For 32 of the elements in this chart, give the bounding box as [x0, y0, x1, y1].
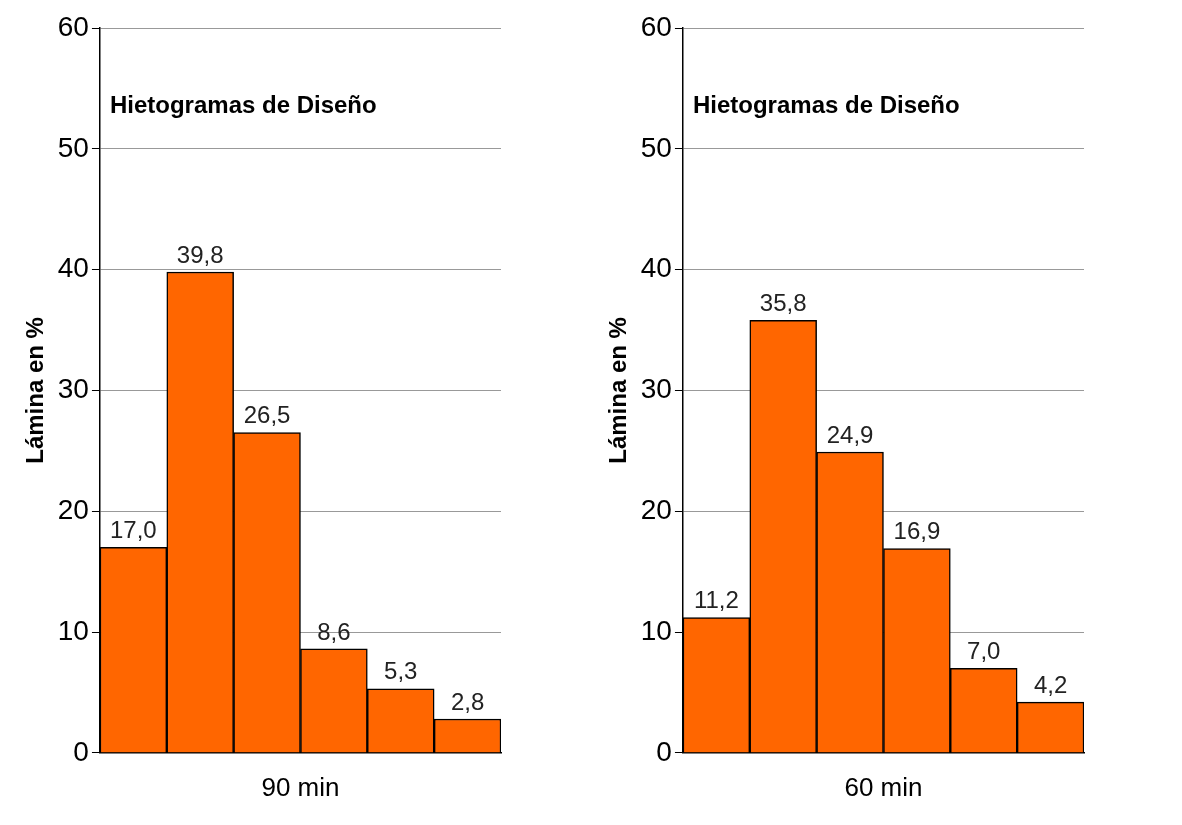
data-label: 35,8: [759, 288, 807, 316]
data-label: 26,5: [243, 401, 291, 429]
text: Hietogramas de Diseño: [692, 90, 960, 118]
y-tick-label: 50: [640, 131, 672, 163]
y-tick-label: 30: [640, 373, 672, 405]
y-tick-label: 40: [57, 252, 89, 284]
y-axis-title: Lámina en %: [21, 317, 49, 464]
text: Hietogramas de Diseño: [109, 90, 377, 118]
y-axis-title: Lámina en %: [604, 317, 632, 464]
y-tick-label: 0: [656, 735, 672, 767]
y-tick-label: 0: [73, 735, 89, 767]
data-label: 2,8: [450, 687, 485, 715]
y-tick-label: 10: [57, 614, 89, 646]
data-label: 11,2: [693, 586, 739, 614]
y-tick-label: 60: [640, 10, 672, 42]
y-tick-label: 50: [57, 131, 89, 163]
data-label: 17,0: [110, 516, 157, 544]
data-label: 39,8: [176, 240, 224, 268]
data-label: 7,0: [967, 636, 1001, 664]
y-tick-label: 60: [57, 10, 89, 42]
x-axis-title: 60 min: [844, 771, 923, 802]
y-tick-label: 20: [640, 493, 672, 525]
data-label: 8,6: [317, 617, 351, 645]
data-label: 24,9: [826, 420, 874, 448]
data-label: 16,9: [893, 517, 941, 545]
data-label: 5,3: [384, 657, 418, 685]
data-label: 4,2: [1033, 670, 1068, 698]
y-tick-label: 10: [640, 614, 672, 646]
y-tick-label: 20: [57, 493, 89, 525]
x-axis-title: 90 min: [261, 771, 340, 802]
y-tick-label: 30: [57, 373, 89, 405]
y-tick-label: 40: [640, 252, 672, 284]
